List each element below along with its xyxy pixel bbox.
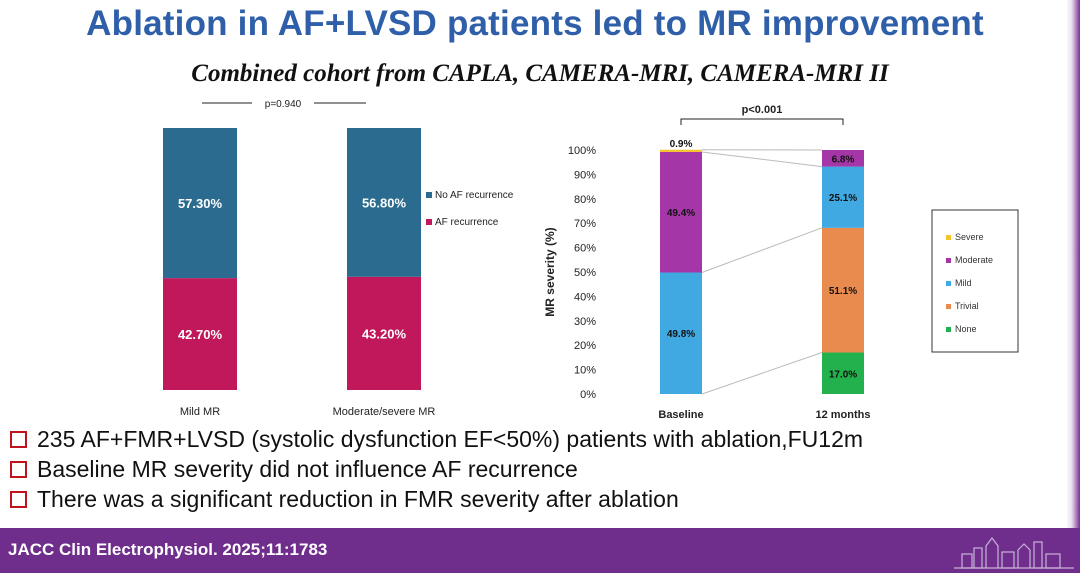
data-label: 0.9% (670, 139, 693, 150)
connector-line (701, 352, 823, 395)
bullet-item: 235 AF+FMR+LVSD (systolic dysfunction EF… (10, 424, 1070, 454)
city-skyline-icon (954, 537, 1074, 569)
legend-label: Trivial (955, 301, 979, 311)
slide-title: Ablation in AF+LVSD patients led to MR i… (86, 4, 984, 43)
bar-segment-trivial (822, 227, 864, 353)
x-tick-label: Mild MR (180, 406, 220, 418)
legend-swatch (426, 219, 432, 225)
y-tick-label: 50% (574, 267, 596, 279)
legend-label: None (955, 324, 977, 334)
bullet-list: 235 AF+FMR+LVSD (systolic dysfunction EF… (10, 424, 1070, 514)
y-tick-label: 20% (574, 340, 596, 352)
bar-segment-no-af-recurrence (347, 128, 421, 277)
y-tick-label: 0% (580, 389, 596, 401)
bullet-text: 235 AF+FMR+LVSD (systolic dysfunction EF… (37, 425, 864, 452)
bar-segment-mild (822, 166, 864, 228)
x-tick-label: 12 months (815, 409, 870, 421)
y-tick-label: 40% (574, 291, 596, 303)
mr-severity-chart: MR severity (%) 0% 10% 20% 30% 40% 50% 60% 70% 80… (543, 105, 1019, 421)
bar-segment-moderate (660, 151, 702, 273)
y-tick-label: 30% (574, 316, 596, 328)
data-label: 49.4% (667, 208, 695, 219)
legend-label: Severe (955, 232, 984, 242)
slide-subtitle: Combined cohort from CAPLA, CAMERA-MRI, … (191, 60, 889, 87)
data-label: 17.0% (829, 369, 857, 380)
y-tick-label: 60% (574, 243, 596, 255)
y-tick-label: 80% (574, 194, 596, 206)
data-label: 6.8% (832, 154, 855, 165)
p-value-label: p=0.940 (265, 99, 302, 110)
data-label: 49.8% (667, 329, 695, 340)
p-value-label: p<0.001 (742, 105, 783, 116)
x-tick-label: Baseline (658, 409, 703, 421)
data-label: 56.80% (362, 195, 407, 210)
bar-segment-af-recurrence (347, 276, 421, 390)
data-label: 25.1% (829, 193, 857, 204)
legend-label: Mild (955, 278, 972, 288)
footer-bar: JACC Clin Electrophysiol. 2025;11:1783 (0, 528, 1080, 573)
legend-swatch (946, 327, 951, 332)
legend-swatch (946, 235, 951, 240)
bar-segment-severe (660, 149, 702, 152)
data-label: 51.1% (829, 286, 857, 297)
citation: JACC Clin Electrophysiol. 2025;11:1783 (8, 540, 328, 559)
bullet-text: Baseline MR severity did not influence A… (37, 455, 578, 482)
checkbox-bullet-icon (10, 460, 27, 478)
legend-label: No AF recurrence (435, 190, 514, 201)
bar-segment-mild (660, 272, 702, 394)
connector-line (701, 151, 823, 168)
y-tick-label: 100% (568, 145, 596, 157)
checkbox-bullet-icon (10, 430, 27, 448)
checkbox-bullet-icon (10, 490, 27, 508)
y-tick-label: 70% (574, 218, 596, 230)
data-label: 43.20% (362, 326, 407, 341)
bar-segment-af-recurrence (163, 278, 237, 390)
data-label: 57.30% (178, 196, 223, 211)
y-axis-label: MR severity (%) (543, 227, 557, 316)
connector-line (701, 227, 823, 273)
bullet-item: There was a significant reduction in FMR… (10, 484, 1070, 514)
p-bracket-line (680, 118, 844, 125)
af-recurrence-chart: p=0.940 42.70% 57.30% Mild MR 43.20% 56.80% Mo… (163, 99, 514, 418)
legend-label: Moderate (955, 255, 993, 265)
legend-swatch (946, 258, 951, 263)
data-label: 42.70% (178, 327, 223, 342)
legend-swatch (946, 304, 951, 309)
legend-swatch (946, 281, 951, 286)
bullet-item: Baseline MR severity did not influence A… (10, 454, 1070, 484)
legend-swatch (426, 192, 432, 198)
bar-segment-moderate (822, 150, 864, 167)
y-tick-label: 90% (574, 169, 596, 181)
slide-edge-accent (1066, 0, 1080, 528)
bullet-text: There was a significant reduction in FMR… (37, 485, 679, 512)
legend-label: AF recurrence (435, 217, 499, 228)
bar-segment-none (822, 352, 864, 394)
y-tick-label: 10% (574, 365, 596, 377)
bar-segment-no-af-recurrence (163, 128, 237, 279)
x-tick-label: Moderate/severe MR (333, 406, 436, 418)
